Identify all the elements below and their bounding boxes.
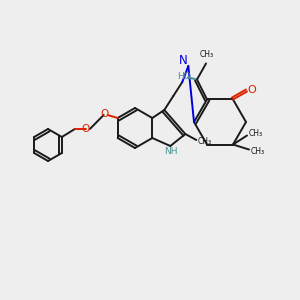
Text: O: O xyxy=(100,109,109,119)
Text: O: O xyxy=(248,85,256,95)
Text: CH₃: CH₃ xyxy=(197,137,212,146)
Text: CH₃: CH₃ xyxy=(251,147,265,156)
Text: NH: NH xyxy=(165,146,178,155)
Text: HO: HO xyxy=(177,72,191,81)
Text: CH₃: CH₃ xyxy=(200,50,214,59)
Text: CH₃: CH₃ xyxy=(249,129,263,138)
Text: O: O xyxy=(82,124,90,134)
Text: N: N xyxy=(179,55,188,68)
